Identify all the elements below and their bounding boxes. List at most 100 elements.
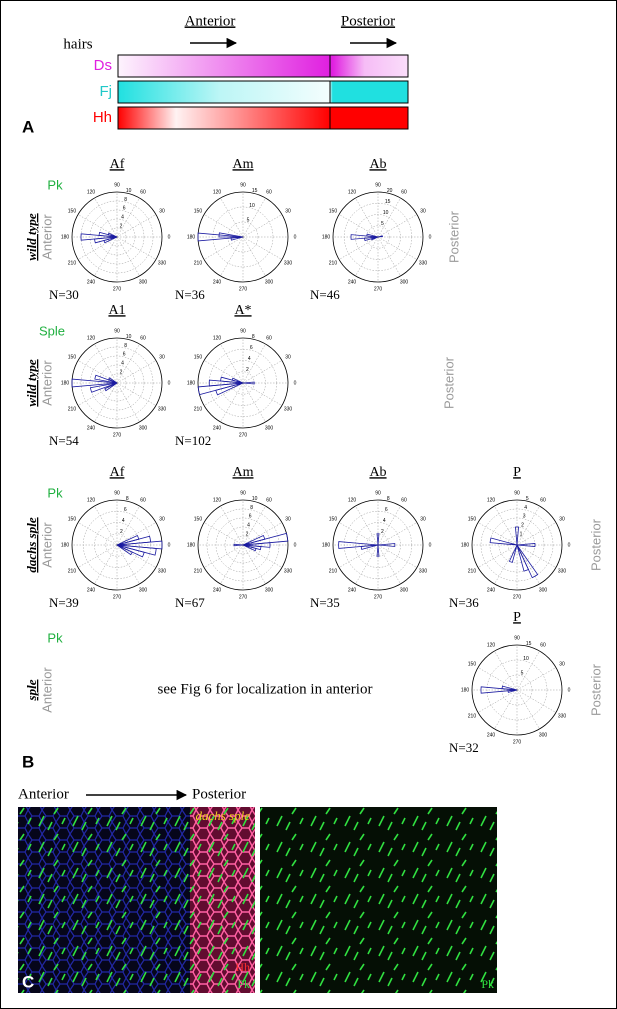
petal (230, 236, 244, 241)
angle-label: 240 (348, 587, 357, 593)
ring-label: 10 (523, 656, 529, 662)
direction-label: Anterior (185, 13, 236, 29)
petal (489, 537, 518, 546)
ring-label: 2 (120, 223, 123, 229)
angle-label: 300 (265, 279, 274, 285)
angle-label: 210 (468, 713, 477, 719)
ring (206, 508, 280, 582)
angle-label: 240 (87, 587, 96, 593)
spoke (242, 544, 283, 568)
genotype-label: dachs sple (195, 808, 250, 823)
ring-label: 4 (247, 523, 250, 529)
ring-label: 8 (124, 197, 127, 203)
ring (366, 533, 390, 557)
angle-label: 150 (468, 516, 477, 522)
stain-label: Pk (47, 630, 63, 645)
angle-label: 30 (420, 208, 426, 214)
ring-label: 15 (385, 199, 391, 205)
petal (338, 541, 379, 549)
angle-label: 240 (487, 732, 496, 738)
angle-label: 90 (240, 182, 246, 188)
angle-label: 180 (322, 234, 331, 240)
direction-label: Anterior (18, 786, 69, 802)
angle-label: 60 (540, 497, 546, 503)
ring-label: 4 (121, 215, 124, 221)
spoke (516, 650, 540, 691)
ring-label: 4 (121, 361, 124, 367)
angle-label: 180 (322, 542, 331, 548)
spoke (220, 505, 244, 546)
angle-label: 270 (374, 594, 383, 600)
ring (197, 337, 289, 429)
genotype-label: wild type (24, 213, 39, 261)
petal (116, 544, 145, 558)
petal (350, 234, 379, 240)
angle-label: 120 (348, 189, 357, 195)
petal (480, 686, 518, 694)
gradient-bar (117, 80, 409, 104)
n-label: N=102 (175, 433, 211, 448)
angle-label: 180 (461, 542, 470, 548)
rose-title: A1 (108, 303, 125, 318)
spoke (203, 236, 244, 260)
spoke (77, 382, 118, 406)
angle-label: 90 (514, 635, 520, 641)
ring (366, 225, 390, 249)
ring (471, 499, 563, 591)
ring-label: 6 (385, 507, 388, 513)
angle-label: 120 (87, 497, 96, 503)
spoke (494, 544, 518, 585)
row-label: Fj (100, 83, 113, 100)
rose-title: Af (110, 157, 125, 172)
angle-label: 90 (240, 328, 246, 334)
angle-label: 90 (114, 328, 120, 334)
rose-plot: Ab 0 30 60 90 120 150 180 210 240 270 300 330 2 4 6 8 N=3… (310, 465, 432, 610)
channel-label: Pk (237, 977, 250, 991)
angle-label: 60 (140, 189, 146, 195)
petal (514, 526, 520, 546)
petal (116, 544, 133, 556)
angle-label: 180 (187, 542, 196, 548)
angle-label: 270 (239, 594, 248, 600)
ring-label: 20 (387, 188, 393, 194)
spoke (477, 667, 518, 691)
petal (242, 544, 257, 552)
spoke (116, 382, 140, 423)
angle-label: 300 (539, 732, 548, 738)
angle-label: 120 (87, 189, 96, 195)
angle-label: 60 (401, 497, 407, 503)
angle-label: 60 (401, 189, 407, 195)
direction-label: Posterior (192, 786, 246, 802)
ring-label: 5 (521, 671, 524, 677)
spoke (116, 197, 140, 238)
gradient-bar (117, 54, 409, 78)
angle-label: 240 (87, 279, 96, 285)
ring (332, 191, 424, 283)
angle-label: 150 (468, 661, 477, 667)
petal (71, 378, 118, 388)
angle-label: 210 (194, 568, 203, 574)
petal (108, 377, 118, 384)
angle-label: 330 (558, 568, 567, 574)
petal (94, 236, 118, 244)
spoke (242, 214, 283, 238)
side-label: Posterior (446, 210, 461, 263)
ring-label: 2 (521, 523, 524, 529)
petal (89, 382, 118, 393)
rose-plot: P 0 30 60 90 120 150 180 210 240 270 300 330 1 2 3 4 5 N=3… (449, 465, 571, 610)
spoke (203, 214, 244, 238)
ring-label: 8 (250, 505, 253, 511)
ring-label: 2 (246, 531, 249, 537)
panel-letter: C (22, 972, 34, 991)
ring (355, 522, 401, 568)
ring-label: 8 (387, 496, 390, 502)
angle-label: 90 (375, 182, 381, 188)
angle-label: 330 (158, 568, 167, 574)
angle-label: 90 (375, 490, 381, 496)
petal (103, 236, 118, 244)
spoke (242, 505, 266, 546)
row-label: Ds (94, 57, 112, 74)
spoke (116, 522, 157, 546)
angle-label: 330 (558, 713, 567, 719)
